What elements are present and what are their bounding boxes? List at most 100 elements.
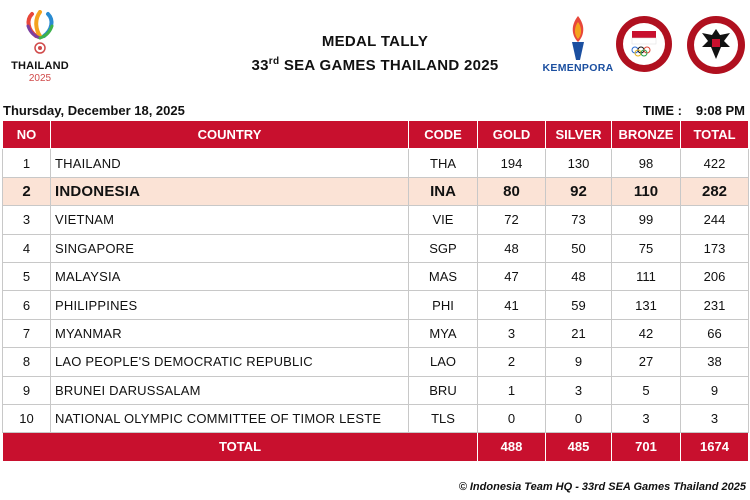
cell-code: LAO — [408, 347, 478, 377]
cell-no: 7 — [2, 318, 51, 349]
table-row: 8 LAO PEOPLE'S DEMOCRATIC REPUBLIC LAO 2… — [2, 347, 749, 377]
cell-total: 422 — [680, 148, 749, 178]
cell-total: 38 — [680, 347, 749, 377]
table-row: 4 SINGAPORE SGP 48 50 75 173 — [2, 233, 749, 263]
cell-code: BRU — [408, 375, 478, 405]
cell-gold: 0 — [477, 403, 546, 434]
cell-total: 231 — [680, 290, 749, 320]
cell-gold: 47 — [477, 261, 546, 292]
cell-gold: 3 — [477, 318, 546, 349]
cell-gold: 194 — [477, 148, 546, 178]
cell-code: TLS — [408, 403, 478, 434]
title-suffix: SEA GAMES THAILAND 2025 — [279, 57, 499, 74]
cell-total: 282 — [680, 176, 749, 207]
cell-silver: 50 — [545, 233, 612, 263]
cell-country: MALAYSIA — [50, 261, 409, 292]
table-row-highlighted: 2 INDONESIA INA 80 92 110 282 — [2, 176, 749, 207]
cell-silver: 59 — [545, 290, 612, 320]
cell-gold: 48 — [477, 233, 546, 263]
cell-country: INDONESIA — [50, 176, 409, 207]
cell-bronze: 75 — [611, 233, 681, 263]
cell-bronze: 131 — [611, 290, 681, 320]
title-event: 33rd SEA GAMES THAILAND 2025 — [200, 56, 550, 74]
col-header-no: NO — [2, 119, 51, 150]
page-title: MEDAL TALLY 33rd SEA GAMES THAILAND 2025 — [200, 33, 550, 74]
logo-word: THAILAND — [11, 60, 69, 72]
total-label: TOTAL — [2, 432, 478, 462]
cell-silver: 73 — [545, 205, 612, 235]
cell-total: 173 — [680, 233, 749, 263]
col-header-bronze: BRONZE — [611, 119, 681, 150]
table-row: 6 PHILIPPINES PHI 41 59 131 231 — [2, 290, 749, 320]
cell-bronze: 99 — [611, 205, 681, 235]
total-bronze: 701 — [611, 432, 681, 462]
col-header-code: CODE — [408, 119, 478, 150]
cell-code: MYA — [408, 318, 478, 349]
cell-no: 6 — [2, 290, 51, 320]
cell-code: INA — [408, 176, 478, 207]
cell-gold: 80 — [477, 176, 546, 207]
table-row: 5 MALAYSIA MAS 47 48 111 206 — [2, 261, 749, 292]
cell-no: 1 — [2, 148, 51, 178]
cell-no: 5 — [2, 261, 51, 292]
cell-country: BRUNEI DARUSSALAM — [50, 375, 409, 405]
garuda-emblem — [686, 15, 746, 75]
title-ordinal: rd — [268, 56, 280, 67]
col-header-silver: SILVER — [545, 119, 612, 150]
cell-code: THA — [408, 148, 478, 178]
cell-no: 8 — [2, 347, 51, 377]
garuda-emblem-icon — [687, 16, 745, 74]
cell-gold: 72 — [477, 205, 546, 235]
logo-year: 2025 — [28, 73, 52, 84]
time-label: TIME : — [643, 103, 682, 118]
cell-no: 4 — [2, 233, 51, 263]
komite-olimpiade-indonesia-logo — [615, 15, 673, 73]
cell-gold: 1 — [477, 375, 546, 405]
kemenpora-label: KEMENPORA — [542, 62, 614, 74]
cell-country: LAO PEOPLE'S DEMOCRATIC REPUBLIC — [50, 347, 409, 377]
cell-bronze: 5 — [611, 375, 681, 405]
table-row: 7 MYANMAR MYA 3 21 42 66 — [2, 318, 749, 349]
cell-bronze: 98 — [611, 148, 681, 178]
table-row: 1 THAILAND THA 194 130 98 422 — [2, 148, 749, 178]
cell-code: PHI — [408, 290, 478, 320]
cell-gold: 41 — [477, 290, 546, 320]
cell-total: 206 — [680, 261, 749, 292]
cell-country: SINGAPORE — [50, 233, 409, 263]
col-header-gold: GOLD — [477, 119, 546, 150]
title-medal-tally: MEDAL TALLY — [321, 33, 429, 50]
table-header-row: NO COUNTRY CODE GOLD SILVER BRONZE TOTAL — [2, 119, 749, 150]
col-header-country: COUNTRY — [50, 119, 409, 150]
table-row: 3 VIETNAM VIE 72 73 99 244 — [2, 205, 749, 235]
total-silver: 485 — [545, 432, 612, 462]
col-header-total: TOTAL — [680, 119, 749, 150]
cell-bronze: 3 — [611, 403, 681, 434]
cell-bronze: 110 — [611, 176, 681, 207]
table-row: 9 BRUNEI DARUSSALAM BRU 1 3 5 9 — [2, 375, 749, 405]
cell-country: THAILAND — [50, 148, 409, 178]
cell-bronze: 42 — [611, 318, 681, 349]
footer-credit: © Indonesia Team HQ - 33rd SEA Games Tha… — [458, 481, 746, 493]
cell-silver: 48 — [545, 261, 612, 292]
total-total: 1674 — [680, 432, 749, 462]
cell-silver: 130 — [545, 148, 612, 178]
time-value: 9:08 PM — [695, 103, 745, 118]
report-date: Thursday, December 18, 2025 — [3, 103, 185, 118]
cell-silver: 0 — [545, 403, 612, 434]
cell-silver: 9 — [545, 347, 612, 377]
cell-silver: 92 — [545, 176, 612, 207]
kemenpora-torch-icon — [572, 16, 584, 60]
cell-total: 9 — [680, 375, 749, 405]
sea-games-emblem-icon — [26, 10, 54, 54]
total-gold: 488 — [477, 432, 546, 462]
cell-total: 66 — [680, 318, 749, 349]
table-total-row: TOTAL 488 485 701 1674 — [2, 432, 749, 462]
cell-gold: 2 — [477, 347, 546, 377]
cell-no: 9 — [2, 375, 51, 405]
cell-silver: 21 — [545, 318, 612, 349]
cell-country: NATIONAL OLYMPIC COMMITTEE OF TIMOR LEST… — [50, 403, 409, 434]
cell-country: PHILIPPINES — [50, 290, 409, 320]
cell-no: 2 — [2, 176, 51, 207]
cell-code: SGP — [408, 233, 478, 263]
cell-code: VIE — [408, 205, 478, 235]
